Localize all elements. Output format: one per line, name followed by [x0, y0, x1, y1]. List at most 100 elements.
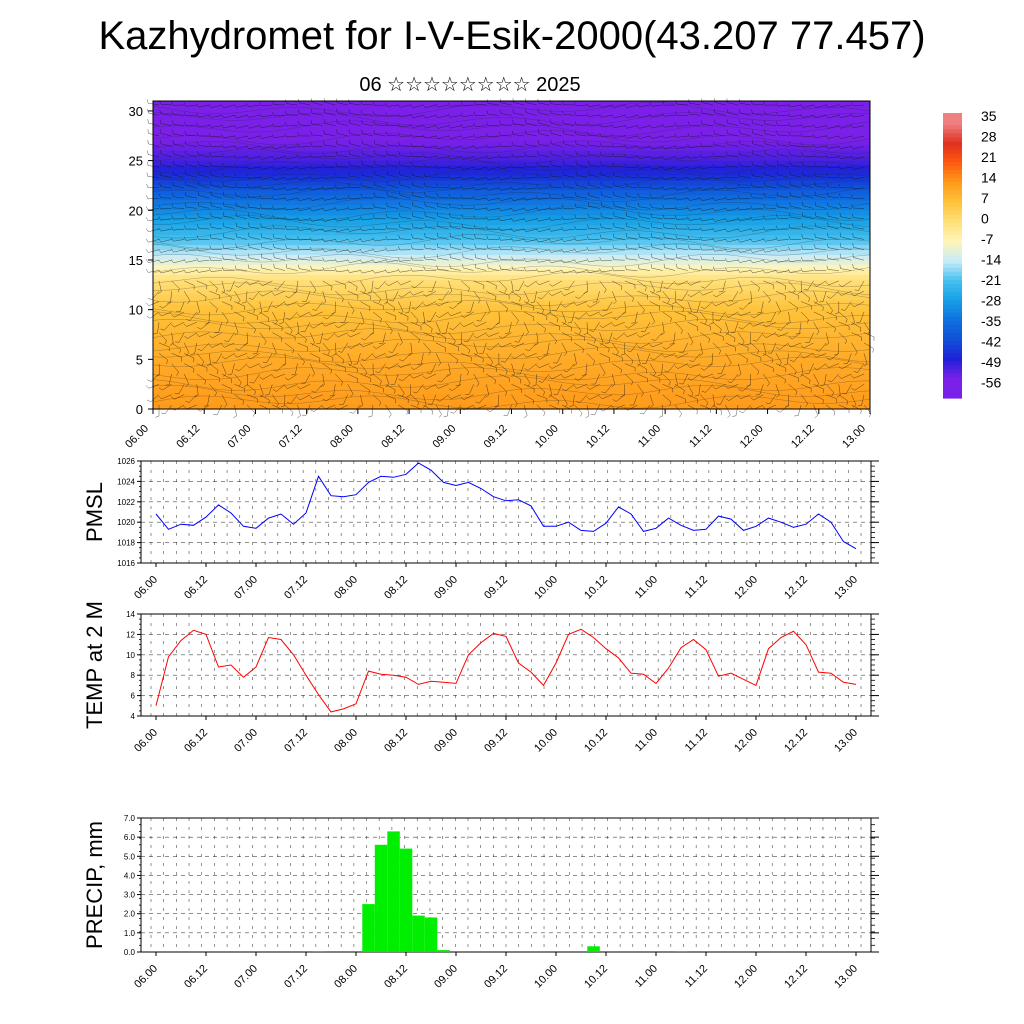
- temperature-band: [153, 314, 870, 321]
- x-tick-label: 06.00: [123, 423, 151, 451]
- colorbar-segment: [943, 316, 962, 322]
- temperature-band: [153, 394, 870, 400]
- precip-bar: [674, 951, 688, 952]
- x-tick-label: 11.00: [636, 423, 663, 450]
- x-tick-label: 06.00: [132, 727, 160, 755]
- temperature-band: [153, 294, 870, 301]
- x-tick-label: 10.00: [533, 423, 561, 451]
- temperature-band: [153, 354, 870, 360]
- colorbar-segment: [943, 373, 962, 379]
- x-tick-label: 08.00: [332, 574, 360, 602]
- temperature-band: [153, 384, 870, 390]
- temperature-band: [153, 264, 870, 271]
- temperature-band: [153, 125, 870, 132]
- isotherm-contour: [152, 215, 871, 231]
- temperature-band: [153, 230, 870, 236]
- temperature-band: [153, 374, 870, 380]
- x-tick-label: 06.12: [182, 727, 210, 755]
- colorbar-segment: [943, 194, 962, 200]
- isotherm-contour: [152, 290, 871, 306]
- x-tick-label: 13.00: [832, 963, 860, 991]
- precip-bar: [387, 831, 400, 952]
- y-tick-label: 6.0: [124, 833, 136, 842]
- x-tick-label: 07.12: [282, 963, 310, 991]
- y-tick-label: 2.0: [124, 910, 136, 919]
- colorbar-segment: [943, 267, 962, 273]
- colorbar-segment: [943, 336, 962, 342]
- temperature-band: [153, 190, 870, 196]
- temperature-band: [153, 210, 870, 216]
- x-tick-label: 12.00: [732, 963, 760, 991]
- x-tick-label: 08.00: [332, 963, 360, 991]
- colorbar-segment: [943, 141, 962, 147]
- y-tick-label: 1020: [117, 518, 135, 527]
- colorbar-segment: [943, 389, 962, 395]
- colorbar-label: 35: [981, 108, 997, 124]
- temperature-band: [153, 344, 870, 350]
- colorbar-segment: [943, 231, 962, 236]
- isotherm-contour: [152, 328, 871, 344]
- precip-bar: [399, 848, 413, 952]
- temperature-band: [153, 180, 870, 187]
- series-line: [155, 628, 857, 713]
- isotherm-contour: [152, 243, 871, 259]
- temperature-band: [153, 200, 870, 206]
- colorbar-segment: [943, 170, 962, 175]
- isotherm-contour: [152, 300, 871, 316]
- temperature-band: [153, 379, 870, 385]
- y-tick-label: 5.0: [124, 852, 136, 861]
- colorbar-label: 14: [981, 170, 997, 186]
- colorbar-segment: [943, 393, 962, 399]
- colorbar-segment: [943, 365, 962, 371]
- colorbar-label: -42: [981, 334, 1001, 350]
- colorbar-segment: [943, 145, 962, 151]
- colorbar: 35 28 21 14 7 0 -7 -14 -21 -28 -35 -42 -49 -56: [943, 108, 1001, 399]
- isotherm-contour: [152, 205, 871, 221]
- colorbar-segment: [943, 361, 962, 367]
- isotherm-contour: [152, 234, 871, 250]
- temperature-band: [153, 250, 870, 256]
- colorbar-segment: [943, 332, 962, 338]
- x-tick-label: 10.12: [584, 423, 612, 451]
- colorbar-segment: [943, 161, 962, 167]
- colorbar-segment: [943, 271, 962, 277]
- isotherm-contour: [152, 339, 871, 352]
- wind-barbs: [145, 98, 875, 419]
- temperature-band: [153, 185, 870, 192]
- colorbar-segment: [943, 328, 962, 334]
- isotherm-contour: [152, 130, 871, 146]
- y-tick-label: 8: [131, 671, 136, 680]
- y-tick-label: 1022: [117, 498, 135, 507]
- colorbar-label: -35: [981, 313, 1001, 329]
- isotherm-contour: [152, 310, 871, 324]
- isotherm-contour: [152, 375, 871, 391]
- precip-bar: [587, 946, 600, 952]
- colorbar-segment: [943, 259, 962, 265]
- y-tick-label: 1024: [117, 477, 135, 486]
- colorbar-segment: [943, 288, 962, 293]
- x-tick-label: 06.00: [132, 574, 160, 602]
- colorbar-segment: [943, 210, 962, 216]
- colorbar-label: -49: [981, 354, 1001, 370]
- y-tick-label: 7.0: [124, 814, 136, 823]
- temperature-band: [153, 359, 870, 365]
- colorbar-segment: [943, 243, 962, 248]
- x-tick-label: 06.12: [182, 574, 210, 602]
- x-tick-label: 12.12: [782, 727, 810, 755]
- colorbar-segment: [943, 381, 962, 387]
- x-tick-label: 13.00: [832, 574, 860, 602]
- temperature-band: [153, 215, 870, 221]
- x-tick-label: 12.00: [732, 574, 760, 602]
- y-tick-label: 4: [131, 712, 136, 721]
- temperature-band: [153, 364, 870, 370]
- y-tick-label: 12: [126, 630, 135, 639]
- temperature-band: [153, 160, 870, 167]
- y-tick-label: 0.0: [124, 948, 136, 957]
- isotherm-contour: [152, 254, 871, 267]
- panel-frame: [140, 460, 872, 564]
- x-tick-label: 06.12: [174, 423, 202, 451]
- x-tick-label: 08.12: [382, 574, 410, 602]
- colorbar-segment: [943, 385, 962, 391]
- y-tick-label: 10: [126, 651, 135, 660]
